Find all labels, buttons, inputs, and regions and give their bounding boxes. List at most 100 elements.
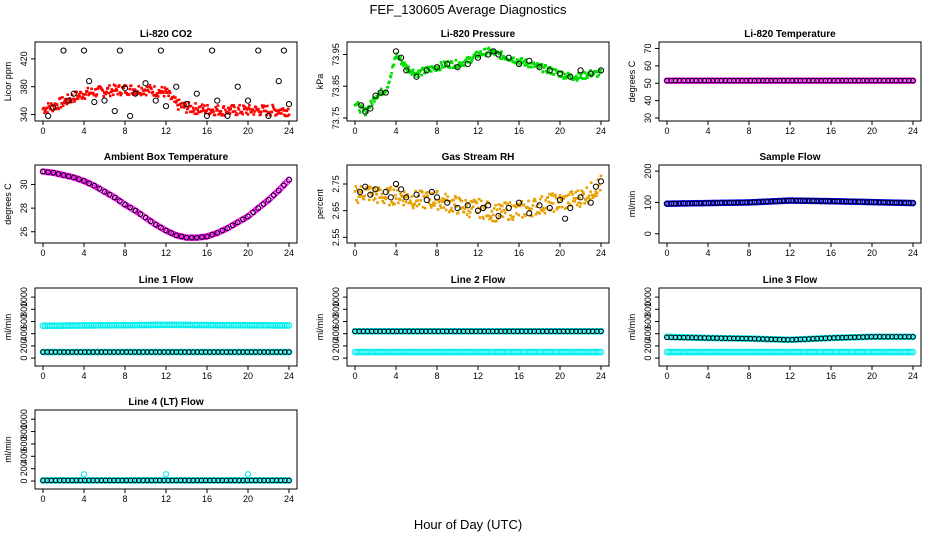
data-point	[132, 207, 139, 214]
data-point	[469, 61, 473, 64]
data-point	[224, 108, 227, 112]
data-point	[380, 192, 384, 196]
data-point	[151, 90, 155, 94]
y-tick-label: 800	[19, 424, 29, 439]
data-point	[189, 110, 192, 114]
panel-title: Li-820 Temperature	[744, 29, 836, 40]
data-point	[443, 65, 447, 69]
data-point	[118, 91, 122, 94]
data-point	[153, 85, 156, 88]
data-point	[392, 48, 400, 55]
data-point	[487, 46, 491, 50]
data-point	[568, 203, 571, 206]
data-point	[480, 199, 483, 203]
data-point	[503, 201, 506, 204]
data-point	[527, 199, 530, 203]
data-point	[206, 103, 209, 107]
data-point	[413, 202, 417, 206]
data-point	[403, 194, 410, 201]
data-point	[483, 203, 487, 207]
data-point	[397, 201, 400, 205]
data-point	[563, 195, 566, 199]
data-point	[282, 109, 286, 112]
x-tick-label: 24	[596, 371, 606, 381]
x-tick-label: 0	[40, 494, 45, 504]
data-point	[482, 52, 485, 56]
data-point	[379, 188, 382, 192]
data-point	[517, 213, 521, 217]
data-point	[106, 191, 113, 198]
data-point	[516, 204, 520, 208]
data-point	[203, 112, 211, 120]
data-point	[60, 47, 67, 54]
data-point	[211, 108, 215, 112]
data-point	[419, 199, 423, 202]
x-tick-label: 12	[785, 126, 795, 136]
data-point	[492, 49, 495, 52]
data-point	[263, 105, 267, 108]
data-point	[142, 214, 149, 221]
data-point	[505, 54, 512, 61]
data-point	[286, 177, 292, 183]
data-point	[578, 205, 582, 208]
x-tick-label: 16	[202, 371, 212, 381]
data-point	[190, 234, 198, 241]
data-point	[136, 90, 140, 94]
data-point	[42, 106, 46, 110]
data-point	[111, 107, 118, 115]
data-point	[271, 103, 274, 107]
data-point	[365, 107, 369, 110]
data-point	[474, 199, 477, 203]
data-point	[60, 172, 67, 178]
data-point	[578, 196, 581, 200]
panel-8: Line 3 Flow ml/min 0 4 8 12 16 20 24 0 20040060080…	[627, 275, 922, 381]
data-point	[248, 107, 252, 111]
data-point	[280, 112, 283, 115]
data-point	[567, 204, 574, 212]
data-point	[273, 108, 277, 112]
data-point	[477, 197, 481, 201]
data-point	[72, 97, 75, 101]
y-tick-label: 200	[19, 338, 29, 353]
data-point	[286, 114, 289, 118]
data-point	[434, 69, 438, 73]
data-point	[409, 201, 413, 205]
data-point	[471, 56, 475, 59]
data-point	[282, 322, 289, 329]
data-point	[387, 187, 390, 190]
data-point	[218, 109, 221, 113]
data-point	[444, 199, 451, 206]
data-point	[83, 97, 87, 100]
data-point	[354, 185, 358, 188]
y-axis-label: ml/min	[627, 314, 637, 341]
data-point	[509, 204, 513, 208]
data-point	[230, 104, 234, 107]
data-point	[75, 90, 78, 94]
data-point	[216, 104, 220, 107]
data-point	[91, 98, 98, 106]
data-point	[433, 194, 441, 201]
data-point	[524, 58, 527, 62]
data-point	[526, 206, 530, 209]
data-point	[572, 77, 576, 81]
data-point	[162, 471, 170, 478]
y-tick-label: 0	[331, 356, 341, 361]
data-point	[84, 93, 87, 96]
series-0	[353, 174, 603, 223]
data-point	[500, 210, 503, 214]
data-point	[81, 95, 84, 99]
data-point	[364, 110, 368, 114]
data-point	[402, 203, 405, 207]
data-point	[546, 204, 553, 212]
panel-7: Line 2 Flow ml/min 0 4 8 12 16 20 24 0 20040060080…	[315, 275, 610, 381]
data-point	[511, 60, 515, 64]
data-point	[286, 349, 292, 355]
x-tick-label: 0	[664, 371, 669, 381]
y-tick-label: 200	[643, 164, 653, 179]
data-point	[191, 110, 194, 113]
panel-title: Li-820 Pressure	[441, 29, 516, 40]
data-point	[503, 211, 507, 215]
data-point	[456, 64, 460, 68]
data-point	[232, 104, 235, 107]
data-point	[65, 173, 72, 180]
